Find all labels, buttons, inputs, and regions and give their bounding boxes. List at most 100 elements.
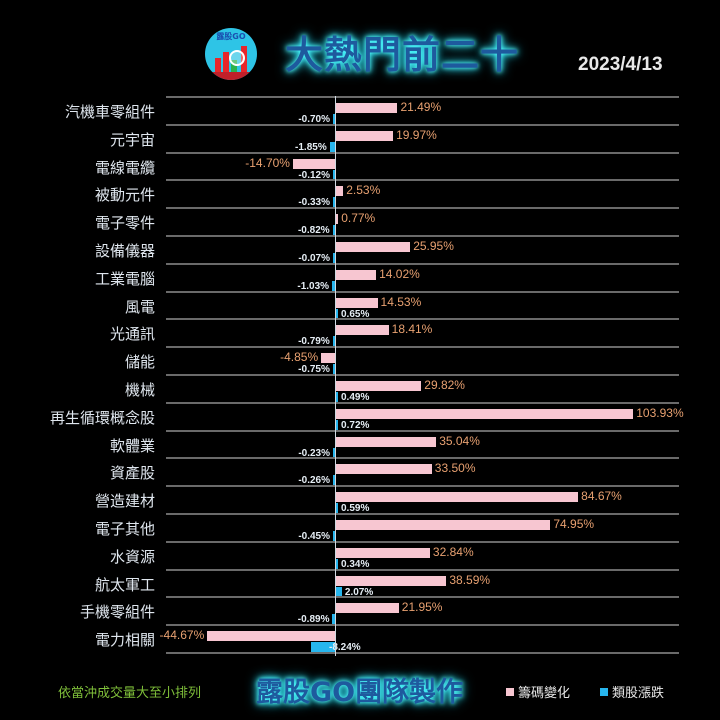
sector-change-bar	[332, 614, 335, 625]
sector-change-bar	[332, 364, 335, 375]
chart-row: 資產股 33.50% -0.26%	[0, 459, 720, 487]
chip-change-label: 35.04%	[439, 433, 480, 448]
chart-date: 2023/4/13	[578, 54, 663, 75]
chart-row: 電子其他 74.95% -0.45%	[0, 515, 720, 543]
chart-row: 汽機車零組件 21.49% -0.70%	[0, 98, 720, 126]
sector-change-bar	[332, 114, 335, 124]
sector-change-label: 0.49%	[341, 392, 370, 403]
chart-row: 航太軍工 38.59% 2.07%	[0, 571, 720, 599]
sector-change-label: 0.72%	[341, 419, 370, 431]
sector-change-label: 2.07%	[344, 586, 374, 598]
chip-change-bar	[207, 631, 335, 642]
gridline	[166, 374, 679, 376]
category-label: 資產股	[109, 464, 155, 483]
gridline	[166, 235, 679, 237]
legend-item-chip-change: 籌碼變化	[506, 682, 570, 701]
chart-row: 軟體業 35.04% -0.23%	[0, 432, 720, 460]
chip-change-label: 21.49%	[400, 100, 442, 114]
sector-change-bar	[332, 280, 335, 291]
legend-label: 類股漲跌	[612, 686, 665, 701]
sector-change-bar	[336, 308, 338, 319]
chip-change-bar	[336, 436, 437, 447]
chart-row: 電線電纜 -14.70% -0.12%	[0, 154, 720, 182]
sector-change-label: -1.03%	[297, 280, 330, 292]
logo-banner	[205, 72, 257, 80]
sector-change-bar	[333, 169, 335, 180]
chart-row: 被動元件 2.53% -0.33%	[0, 181, 720, 209]
chart-row: 電子零件 0.77% -0.82%	[0, 209, 720, 237]
chip-change-bar	[336, 492, 579, 503]
legend-swatch-pink	[506, 687, 514, 696]
logo-bar-icon	[215, 58, 221, 72]
chip-change-bar	[336, 408, 634, 419]
sector-change-bar	[332, 336, 335, 347]
sector-change-bar	[333, 253, 335, 263]
chip-change-label: 32.84%	[432, 544, 474, 559]
gridline	[166, 151, 679, 154]
chip-change-bar	[336, 520, 551, 530]
chart-row: 設備儀器 25.95% -0.07%	[0, 237, 720, 265]
chip-change-bar	[336, 130, 394, 141]
category-label: 電線電纜	[94, 158, 155, 177]
chip-change-label: -14.70%	[245, 155, 290, 170]
category-label: 航太軍工	[94, 575, 155, 594]
gridline	[166, 401, 679, 404]
bar-chart: 汽機車零組件 21.49% -0.70% 元宇宙 19.97% -1.85% 電線電纜 -14…	[0, 96, 720, 656]
chip-change-bar	[336, 325, 389, 336]
sector-change-label: -0.23%	[298, 447, 330, 459]
chip-change-bar	[336, 381, 422, 391]
chip-change-label: 74.95%	[553, 517, 595, 531]
gridline	[166, 513, 679, 515]
category-label: 水資源	[109, 547, 155, 566]
gridline	[166, 568, 679, 571]
logo-bar-icon	[223, 52, 229, 72]
sector-change-label: -0.82%	[297, 225, 330, 237]
sector-change-label: -0.26%	[298, 475, 330, 487]
gridline	[166, 346, 679, 349]
category-label: 儲能	[124, 353, 155, 372]
sector-change-label: -8.24%	[329, 642, 361, 654]
chip-change-label: 21.95%	[401, 600, 443, 615]
chart-row: 工業電腦 14.02% -1.03%	[0, 265, 720, 293]
category-label: 電子零件	[94, 214, 155, 233]
chip-change-bar	[336, 103, 398, 113]
chip-change-label: -4.85%	[280, 350, 319, 365]
sector-change-bar	[311, 642, 335, 653]
sector-change-label: 0.65%	[341, 308, 370, 320]
chart-row: 水資源 32.84% 0.34%	[0, 543, 720, 571]
chart-row: 手機零組件 21.95% -0.89%	[0, 598, 720, 626]
sector-change-label: -0.75%	[298, 364, 330, 376]
chip-change-bar	[336, 464, 432, 475]
sector-change-label: -0.12%	[298, 169, 330, 181]
sector-change-bar	[336, 586, 342, 597]
sector-change-bar	[329, 141, 335, 152]
sector-change-label: -0.79%	[298, 336, 330, 348]
sector-change-label: -0.70%	[298, 114, 330, 125]
chip-change-label: 25.95%	[413, 239, 454, 253]
category-label: 設備儀器	[94, 242, 155, 260]
category-label: 風電	[124, 297, 155, 316]
category-label: 營造建材	[94, 492, 155, 511]
chart-row: 電力相關 -44.67% -8.24%	[0, 626, 720, 654]
chip-change-label: 14.53%	[380, 294, 422, 309]
gridline	[166, 207, 679, 210]
chip-change-label: 0.77%	[341, 211, 376, 226]
chip-change-bar	[336, 575, 447, 586]
chip-change-bar	[336, 269, 377, 280]
chip-change-bar	[292, 158, 335, 169]
chip-change-label: 2.53%	[346, 183, 381, 198]
chip-change-bar	[336, 297, 378, 308]
gridline	[166, 429, 679, 432]
gridline	[166, 485, 679, 488]
gridline	[166, 540, 679, 543]
sector-change-bar	[336, 419, 339, 430]
chip-change-bar	[336, 242, 411, 252]
chip-change-bar	[336, 603, 399, 614]
gridline	[166, 457, 679, 460]
category-label: 電力相關	[94, 631, 155, 650]
logo-bar-icon	[231, 60, 237, 72]
category-label: 電子其他	[94, 520, 155, 538]
chip-change-label: -44.67%	[159, 628, 205, 643]
chart-row: 儲能 -4.85% -0.75%	[0, 348, 720, 376]
category-label: 元宇宙	[109, 130, 155, 149]
